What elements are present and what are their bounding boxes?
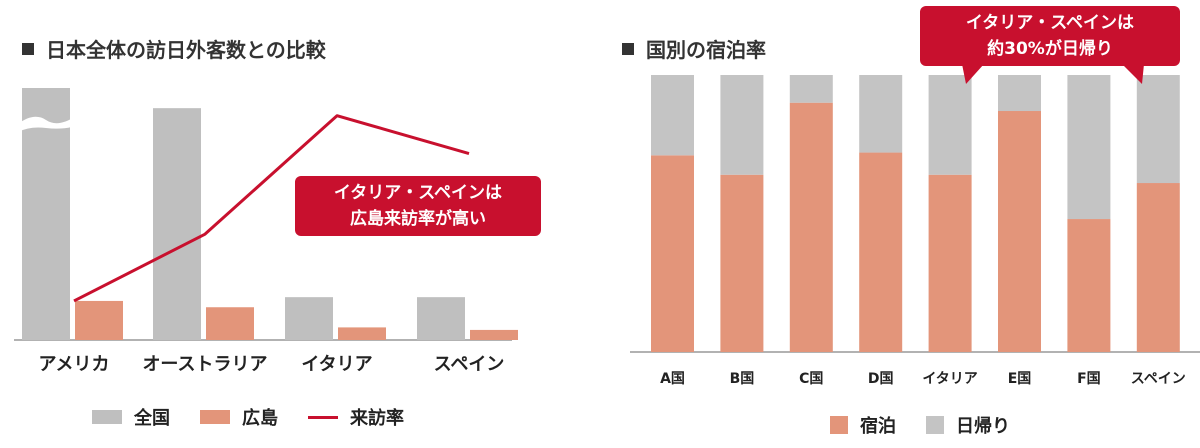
stay-rate-chart-plot: A国 B国 C国 D国 イタリア E国 F国 スペイン	[630, 64, 1200, 387]
stay-rate-chart-title: 国別の宿泊率	[622, 34, 766, 63]
legend-label-hiroshima: 広島	[242, 408, 278, 429]
x-tick-label-4: イタリア	[922, 371, 977, 387]
stay-rate-chart-title-text: 国別の宿泊率	[646, 38, 766, 62]
comparison-chart-title-text: 日本全体の訪日外客数との比較	[46, 38, 326, 62]
bar-hiroshima-1	[206, 307, 254, 340]
legend-label-daytrip: 日帰り	[956, 416, 1010, 437]
bar-stay-0	[651, 155, 694, 352]
stay-rate-legend: 宿泊 日帰り	[830, 412, 1040, 438]
comparison-chart-panel: 日本全体の訪日外客数との比較 アメリカ オーストラリア イタリア スペイン イタリア・…	[14, 34, 541, 430]
bar-hiroshima-0	[75, 300, 123, 340]
x-tick-label-2: イタリア	[301, 354, 372, 375]
bar-daytrip-0	[651, 75, 694, 156]
bar-hiroshima-2	[338, 327, 386, 340]
comparison-legend: 全国 広島 来訪率	[92, 404, 434, 430]
legend-item-national: 全国	[92, 404, 170, 430]
stay-rate-callout-line2: 約30%が日帰り	[987, 39, 1113, 59]
x-tick-label-7: スペイン	[1131, 371, 1186, 387]
comparison-callout: イタリア・スペインは 広島来訪率が高い	[295, 176, 541, 236]
legend-label-national: 全国	[134, 408, 170, 429]
x-tick-label-1: B国	[730, 371, 755, 387]
x-tick-label-1: オーストラリア	[142, 354, 267, 375]
bar-stay-7	[1136, 183, 1180, 352]
legend-label-rate: 来訪率	[350, 408, 404, 429]
axis-break-mark	[18, 116, 76, 132]
comparison-callout-line2: 広島来訪率が高い	[350, 209, 486, 229]
x-tick-label-2: C国	[799, 371, 823, 387]
x-tick-label-5: E国	[1008, 371, 1032, 387]
bar-daytrip-3	[859, 75, 903, 153]
title-bullet-icon	[22, 42, 34, 55]
comparison-chart-plot: アメリカ オーストラリア イタリア スペイン	[14, 88, 518, 375]
legend-item-hiroshima: 広島	[200, 404, 278, 430]
x-tick-label-3: D国	[868, 371, 894, 387]
comparison-chart-title: 日本全体の訪日外客数との比較	[22, 34, 326, 63]
bar-national-3	[417, 297, 465, 340]
x-tick-label-6: F国	[1077, 371, 1101, 387]
bar-national-2	[285, 297, 333, 340]
bar-daytrip-1	[720, 75, 764, 175]
bar-national-1	[153, 108, 201, 340]
legend-swatch-national	[92, 410, 122, 424]
bar-stay-5	[998, 111, 1041, 352]
bar-daytrip-5	[998, 75, 1041, 112]
stay-rate-callout: イタリア・スペインは 約30%が日帰り	[920, 6, 1180, 66]
legend-line-rate	[308, 415, 338, 419]
x-tick-label-3: スペイン	[434, 354, 505, 375]
comparison-callout-line1: イタリア・スペインは	[333, 183, 503, 203]
legend-label-stay: 宿泊	[860, 416, 896, 437]
bar-stay-2	[789, 102, 833, 352]
legend-item-stay: 宿泊	[830, 412, 896, 438]
legend-swatch-stay	[830, 416, 848, 434]
bar-national-0	[22, 88, 70, 340]
legend-swatch-hiroshima	[200, 410, 230, 424]
stay-rate-callout-line1: イタリア・スペインは	[965, 13, 1135, 33]
legend-swatch-daytrip	[926, 416, 944, 434]
bar-stay-1	[720, 174, 764, 352]
bar-daytrip-7	[1136, 75, 1180, 184]
rate-line	[73, 114, 470, 303]
x-tick-label-0: アメリカ	[38, 354, 109, 375]
bar-daytrip-4	[928, 75, 972, 175]
bar-stay-6	[1067, 219, 1111, 352]
legend-item-daytrip: 日帰り	[926, 412, 1010, 438]
callout-pointer-italy	[962, 64, 984, 84]
stay-rate-chart-panel: 国別の宿泊率 A国 B国 C国 D国 イタリア E国 F国 スペイン イタリア・スペインは 約…	[610, 0, 1200, 448]
bar-hiroshima-3	[470, 329, 518, 340]
bar-stay-3	[859, 152, 903, 352]
bar-stay-4	[928, 174, 972, 352]
callout-pointer-spain	[1122, 64, 1144, 84]
x-tick-label-0: A国	[660, 371, 685, 387]
legend-item-rate: 来訪率	[308, 404, 404, 430]
bar-daytrip-2	[789, 75, 833, 103]
bar-daytrip-6	[1067, 75, 1111, 220]
title-bullet-icon	[622, 42, 634, 55]
